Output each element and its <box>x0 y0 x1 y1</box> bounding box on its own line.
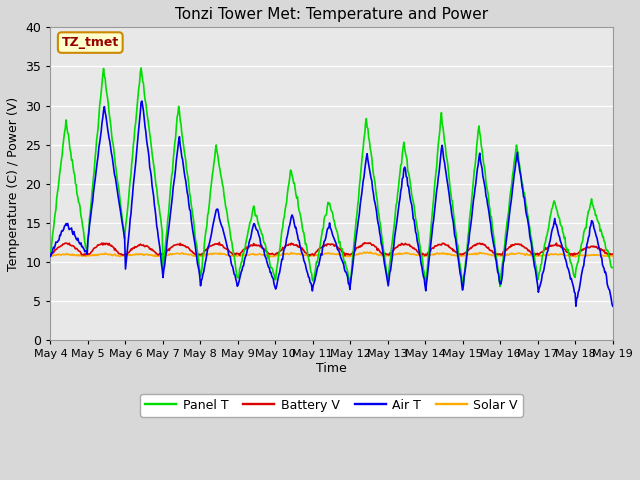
Line: Battery V: Battery V <box>51 242 612 256</box>
Solar V <box>401 251 408 256</box>
Battery V <box>115 251 122 256</box>
Air T <box>47 253 54 259</box>
Panel T <box>496 284 504 289</box>
Air T <box>172 157 180 163</box>
Panel T <box>172 125 180 131</box>
Panel T <box>609 264 616 270</box>
X-axis label: Time: Time <box>316 362 347 375</box>
Panel T <box>401 145 408 151</box>
Solar V <box>115 253 122 259</box>
Battery V <box>57 243 65 249</box>
Battery V <box>202 247 209 253</box>
Solar V <box>202 251 209 257</box>
Air T <box>609 303 616 309</box>
Panel T <box>417 252 425 257</box>
Battery V <box>402 240 410 246</box>
Solar V <box>572 254 579 260</box>
Solar V <box>47 253 54 259</box>
Panel T <box>57 164 65 170</box>
Air T <box>202 256 210 262</box>
Battery V <box>47 253 54 259</box>
Air T <box>57 233 65 239</box>
Battery V <box>216 240 223 245</box>
Solar V <box>609 253 616 259</box>
Air T <box>417 261 425 266</box>
Panel T <box>115 183 122 189</box>
Line: Panel T: Panel T <box>51 68 612 287</box>
Panel T <box>47 249 54 254</box>
Panel T <box>202 228 210 233</box>
Line: Solar V: Solar V <box>51 252 612 257</box>
Text: TZ_tmet: TZ_tmet <box>61 36 119 49</box>
Solar V <box>57 252 65 258</box>
Title: Tonzi Tower Met: Temperature and Power: Tonzi Tower Met: Temperature and Power <box>175 7 488 22</box>
Battery V <box>609 251 616 257</box>
Solar V <box>367 249 374 255</box>
Air T <box>572 303 580 309</box>
Solar V <box>172 251 179 257</box>
Air T <box>115 196 122 202</box>
Panel T <box>137 65 145 71</box>
Battery V <box>305 253 313 259</box>
Air T <box>138 98 146 104</box>
Line: Air T: Air T <box>51 101 612 306</box>
Legend: Panel T, Battery V, Air T, Solar V: Panel T, Battery V, Air T, Solar V <box>140 394 523 417</box>
Battery V <box>418 252 426 258</box>
Solar V <box>417 253 425 259</box>
Y-axis label: Temperature (C) / Power (V): Temperature (C) / Power (V) <box>7 97 20 271</box>
Battery V <box>172 242 179 248</box>
Air T <box>401 164 408 170</box>
